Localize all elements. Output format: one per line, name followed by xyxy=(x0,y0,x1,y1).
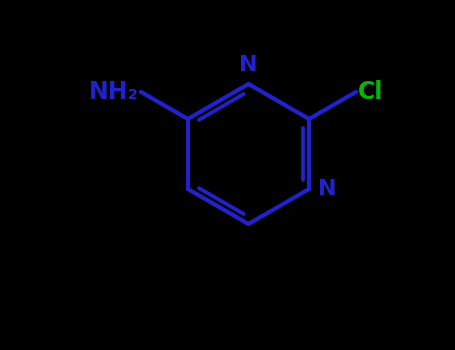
Text: NH₂: NH₂ xyxy=(89,80,139,104)
Text: N: N xyxy=(239,55,258,75)
Text: N: N xyxy=(318,179,336,199)
Text: Cl: Cl xyxy=(358,80,383,104)
